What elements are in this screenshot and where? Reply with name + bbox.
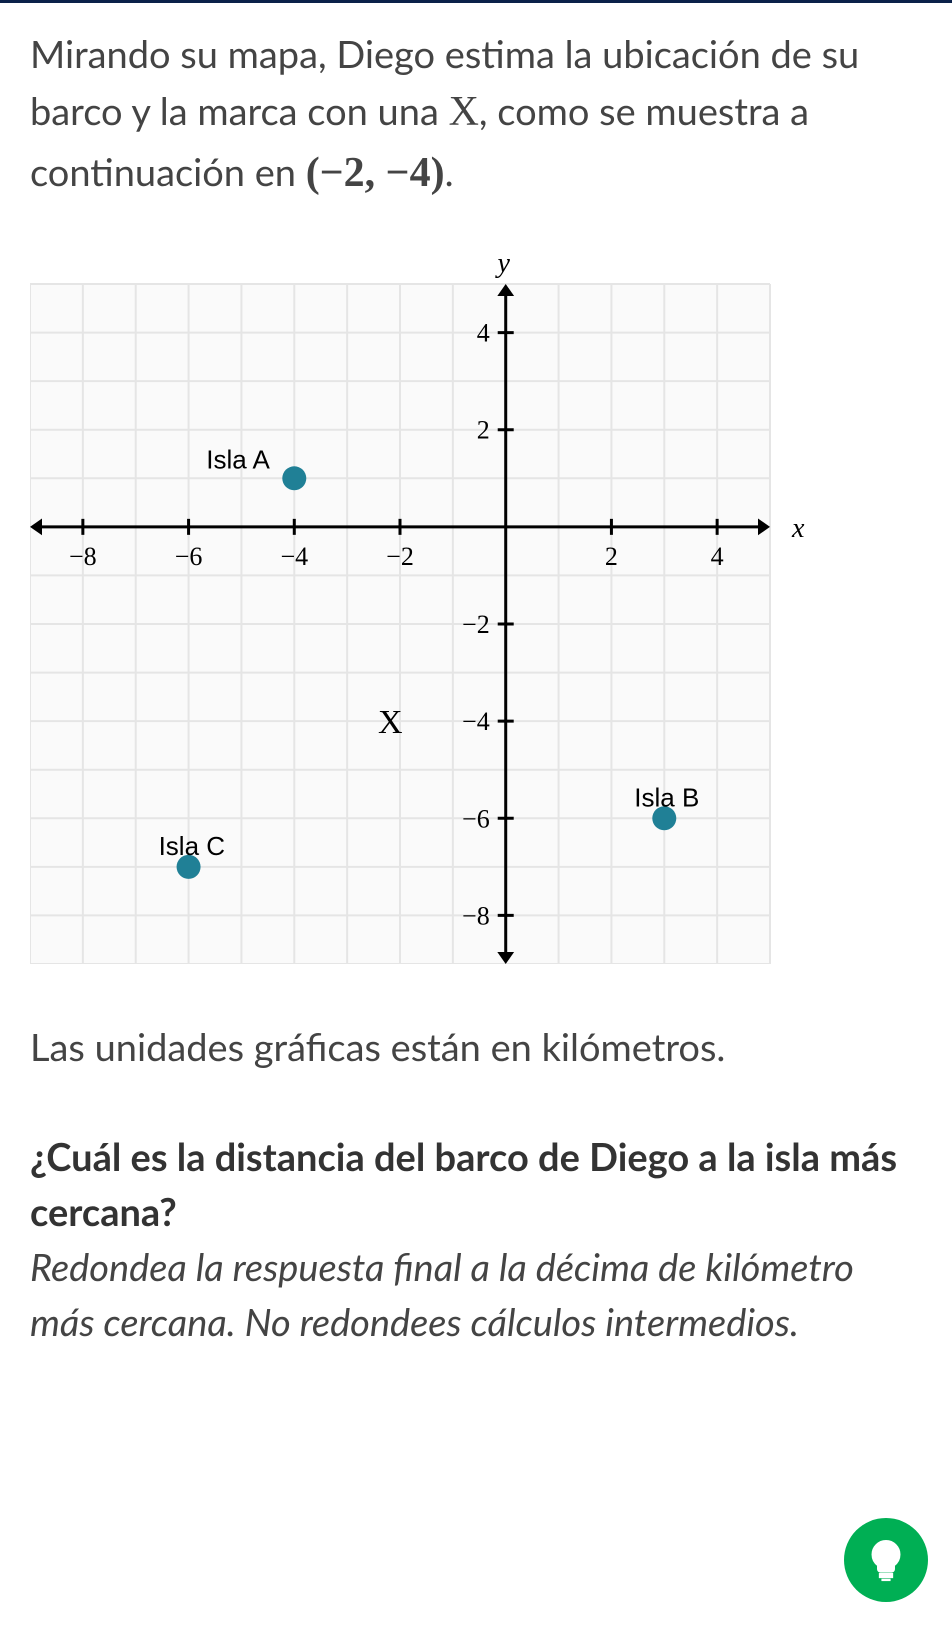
x-symbol: X [449,89,479,135]
svg-text:−8: −8 [69,542,97,571]
chart-svg: −8 −6 −4 −2 2 4 −8 −6 −4 −2 2 4 x y X Isla A Isla B Isla … [30,244,810,964]
coordinate-chart: −8 −6 −4 −2 2 4 −8 −6 −4 −2 2 4 x y X Isla A Isla B Isla … [30,244,810,964]
svg-text:x: x [791,513,805,544]
svg-text:X: X [378,704,403,741]
svg-text:2: 2 [477,416,490,445]
svg-text:−6: −6 [462,804,490,833]
question-block: ¿Cuál es la distancia del barco de Diego… [30,1130,922,1350]
svg-text:−6: −6 [175,542,203,571]
svg-text:−2: −2 [462,610,490,639]
svg-text:−2: −2 [386,542,414,571]
problem-container: Mirando su mapa, Diego estima la ubicaci… [0,3,952,1380]
svg-text:y: y [494,248,510,279]
svg-text:4: 4 [477,318,490,347]
svg-text:Isla A: Isla A [206,444,270,474]
units-note: Las unidades gráficas están en kilómetro… [30,1024,922,1070]
lightbulb-icon [864,1538,908,1582]
question-bold: ¿Cuál es la distancia del barco de Diego… [30,1130,922,1240]
svg-text:−8: −8 [462,901,490,930]
problem-period: . [445,149,454,195]
problem-statement: Mirando su mapa, Diego estima la ubicaci… [30,27,922,204]
hint-button[interactable] [844,1518,928,1602]
svg-text:2: 2 [605,542,618,571]
svg-text:Isla C: Isla C [159,831,225,861]
question-italic: Redondea la respuesta final a la décima … [30,1240,922,1350]
svg-text:Isla B: Isla B [634,782,699,812]
svg-text:−4: −4 [462,707,490,736]
svg-text:−4: −4 [280,542,308,571]
coordinate: (−2, −4) [306,150,445,196]
svg-text:4: 4 [711,542,724,571]
